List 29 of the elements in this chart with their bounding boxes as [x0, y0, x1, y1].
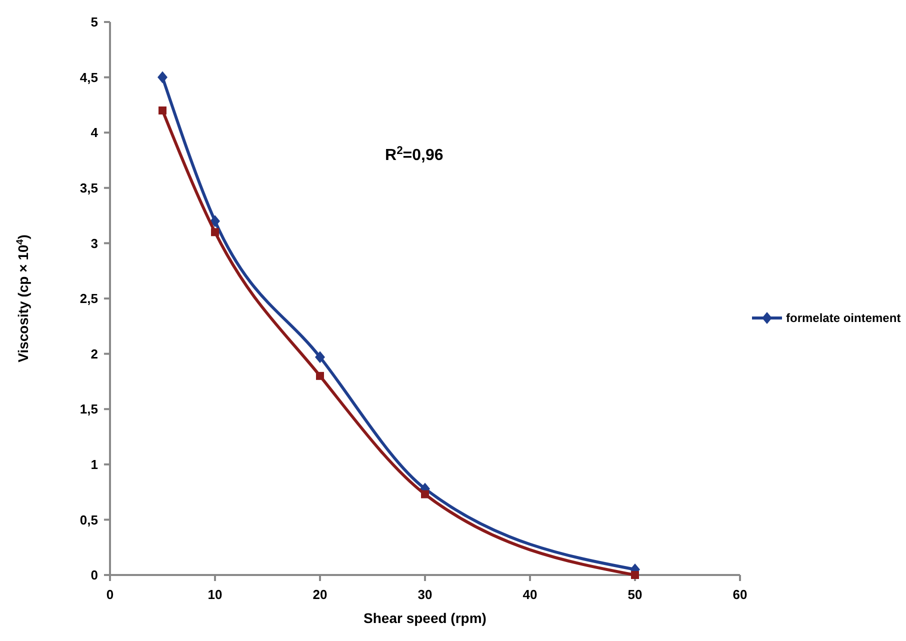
y-tick-label: 5	[90, 14, 98, 30]
x-tick-label: 20	[312, 587, 328, 602]
point	[316, 372, 324, 380]
annotation: R$^{2}$=0,96	[385, 145, 444, 164]
legend-label: formelate ointement	[786, 311, 901, 326]
point	[158, 106, 166, 114]
x-axis-title: Shear speed (rpm)	[364, 610, 486, 626]
point	[631, 571, 639, 579]
point	[211, 228, 219, 236]
point	[210, 215, 220, 228]
x-tick-label: 50	[628, 587, 642, 602]
y-tick-label: 3,5	[80, 180, 98, 196]
point	[158, 71, 168, 84]
y-tick-label: 2,5	[80, 291, 98, 306]
y-tick-label: 0	[90, 568, 98, 583]
x-tick-label: 40	[522, 587, 538, 602]
point	[315, 351, 325, 364]
y-tick-label: 1,5	[80, 402, 98, 417]
y-tick-label: 0,5	[80, 512, 98, 528]
x-tick-label: 60	[732, 587, 748, 602]
y-tick-label: 3	[90, 236, 98, 251]
y-tick-label: 2	[90, 346, 98, 362]
x-tick-label: 0	[106, 587, 114, 602]
y-tick-label: 4	[90, 125, 99, 140]
y-tick-label: 4,5	[80, 70, 98, 85]
x-tick-label: 10	[208, 587, 222, 602]
point	[421, 490, 429, 498]
y-tick-label: 1	[90, 456, 98, 472]
x-tick-label: 30	[418, 587, 432, 602]
